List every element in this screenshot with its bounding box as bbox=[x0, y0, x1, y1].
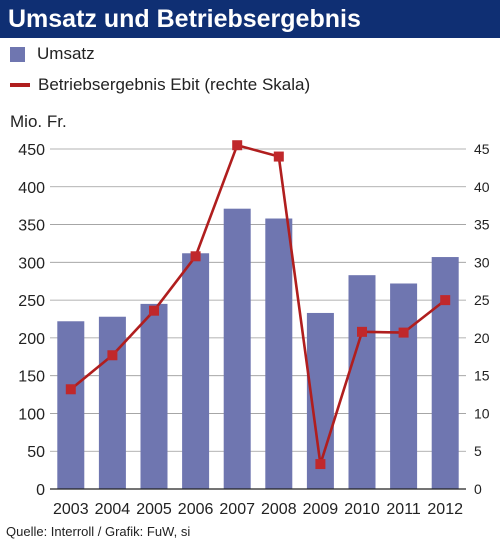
y-tick-right: 25 bbox=[474, 292, 490, 308]
bar bbox=[390, 283, 418, 489]
y-tick-left: 200 bbox=[18, 331, 45, 348]
x-tick-label: 2006 bbox=[178, 501, 214, 518]
y-tick-right: 35 bbox=[474, 217, 490, 233]
ebit-marker bbox=[149, 305, 159, 316]
ebit-marker bbox=[315, 459, 326, 470]
y-tick-right: 45 bbox=[474, 141, 490, 157]
ebit-line bbox=[69, 143, 447, 466]
chart-title: Umsatz und Betriebsergebnis bbox=[8, 5, 361, 33]
ebit-marker bbox=[440, 295, 451, 306]
legend-item-line: Betriebsergebnis Ebit (rechte Skala) bbox=[10, 74, 310, 96]
y-tick-left: 450 bbox=[18, 142, 45, 159]
x-tick-label: 2005 bbox=[136, 501, 172, 518]
y-tick-right: 5 bbox=[474, 443, 482, 459]
x-tick-label: 2007 bbox=[219, 501, 255, 518]
x-tick-label: 2011 bbox=[386, 501, 421, 518]
y-tick-right: 40 bbox=[474, 179, 490, 195]
legend-label-line: Betriebsergebnis Ebit (rechte Skala) bbox=[38, 75, 311, 94]
ebit-marker bbox=[107, 350, 118, 361]
ebit-marker bbox=[232, 140, 243, 151]
y-tick-left: 400 bbox=[18, 180, 45, 197]
y-tick-right: 20 bbox=[474, 330, 490, 346]
bar bbox=[182, 253, 210, 489]
y-tick-left: 250 bbox=[18, 293, 45, 310]
legend-swatch-line bbox=[10, 83, 30, 87]
y-tick-left: 150 bbox=[18, 369, 45, 386]
ebit-marker bbox=[190, 251, 201, 262]
y-tick-right: 15 bbox=[474, 368, 490, 384]
y-tick-right: 0 bbox=[474, 481, 482, 497]
x-tick-label: 2012 bbox=[427, 501, 463, 518]
y-tick-left: 300 bbox=[18, 255, 45, 272]
legend-label-bar: Umsatz bbox=[37, 44, 95, 63]
y-tick-left: 100 bbox=[18, 406, 45, 423]
x-tick-label: 2004 bbox=[95, 501, 131, 518]
y-tick-left: 50 bbox=[27, 444, 45, 461]
y-tick-left: 0 bbox=[36, 482, 45, 499]
bar bbox=[431, 257, 459, 489]
bar bbox=[98, 316, 126, 489]
bar bbox=[57, 321, 85, 489]
bar bbox=[265, 218, 293, 489]
x-tick-label: 2008 bbox=[261, 501, 297, 518]
y-tick-right: 10 bbox=[474, 405, 490, 421]
x-tick-label: 2009 bbox=[303, 501, 339, 518]
x-tick-label: 2010 bbox=[344, 501, 380, 518]
title-bar: Umsatz und Betriebsergebnis bbox=[0, 0, 500, 38]
legend-swatch-bar bbox=[10, 46, 25, 62]
ebit-marker bbox=[65, 384, 76, 395]
legend-item-bar: Umsatz bbox=[10, 43, 95, 65]
bar bbox=[223, 208, 251, 489]
y-tick-right: 30 bbox=[474, 254, 490, 270]
source-note: Quelle: Interroll / Grafik: FuW, si bbox=[6, 524, 191, 539]
bar bbox=[140, 303, 168, 489]
ebit-marker bbox=[398, 327, 409, 338]
ebit-marker bbox=[357, 326, 367, 337]
y-tick-left: 350 bbox=[18, 218, 45, 235]
bar bbox=[348, 275, 376, 489]
unit-label: Mio. Fr. bbox=[10, 112, 67, 131]
x-tick-label: 2003 bbox=[53, 501, 89, 518]
ebit-marker bbox=[273, 151, 284, 162]
